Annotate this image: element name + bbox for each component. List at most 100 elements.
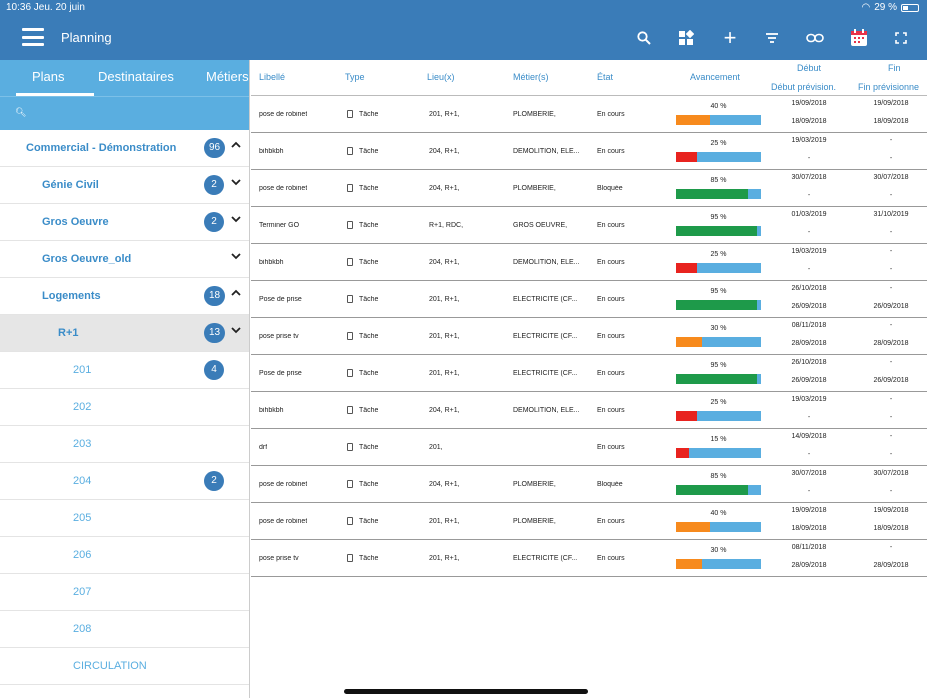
filter-icon[interactable] — [760, 26, 784, 50]
task-table: Libellé Type Lieu(x) Métier(s) État Avan… — [251, 60, 927, 698]
table-row[interactable]: pose prise tv Tâche 201, R+1, ELECTRICITE (… — [251, 540, 927, 577]
chevron-up-icon[interactable] — [231, 141, 241, 152]
tree-item[interactable]: Gros Oeuvre_old — [0, 241, 249, 278]
tree-item[interactable]: 208 — [0, 611, 249, 648]
date-debut: 26/10/2018 — [791, 285, 827, 292]
tree-item[interactable]: 201 4 — [0, 352, 249, 389]
tab-destinataires[interactable]: Destinataires — [98, 69, 174, 84]
date-fin-prevision: - — [889, 192, 893, 199]
cell-metier: PLOMBERIE, — [513, 185, 556, 192]
table-row[interactable]: bihbkbh Tâche 204, R+1, DEMOLITION, ELE... E… — [251, 133, 927, 170]
tree-item[interactable]: CIRCULATION — [0, 648, 249, 685]
progress-percent: 95 % — [710, 214, 727, 221]
cell-etat: En cours — [597, 296, 625, 303]
battery-icon — [901, 3, 919, 12]
date-debut: 08/11/2018 — [791, 544, 827, 551]
date-fin: - — [889, 359, 893, 366]
progress-fill — [676, 152, 698, 162]
header-etat[interactable]: État — [597, 72, 614, 82]
sidebar-tabs: Plans Destinataires Métiers — [0, 60, 249, 96]
add-icon[interactable]: + — [723, 25, 737, 50]
table-row[interactable]: pose prise tv Tâche 201, R+1, ELECTRICITE (… — [251, 318, 927, 355]
cell-lieu: 201, R+1, — [429, 111, 460, 118]
cell-metier: DEMOLITION, ELE... — [513, 148, 580, 155]
date-debut-prevision: - — [807, 414, 811, 421]
chevron-down-icon[interactable] — [231, 178, 241, 189]
cell-libelle: pose de robinet — [259, 185, 308, 192]
chevron-down-icon[interactable] — [231, 326, 241, 337]
wifi-icon: ◠ — [861, 2, 871, 13]
header-debut-prevision[interactable]: Début prévision. — [771, 82, 837, 92]
header-debut[interactable]: Début — [797, 63, 822, 73]
table-row[interactable]: pose de robinet Tâche 201, R+1, PLOMBERIE, E… — [251, 503, 927, 540]
header-fin-prevision[interactable]: Fin prévisionne — [858, 82, 920, 92]
cell-type: Tâche — [359, 555, 379, 562]
tree-item[interactable]: 205 — [0, 500, 249, 537]
tree-item[interactable]: Génie Civil 2 — [0, 167, 249, 204]
tab-plans[interactable]: Plans — [32, 69, 65, 84]
cell-libelle: drf — [259, 444, 268, 451]
tree-item[interactable]: 206 — [0, 537, 249, 574]
progress-bar — [676, 374, 761, 384]
search-bar[interactable]: 🔍︎ — [0, 96, 249, 130]
date-fin-prevision: - — [889, 488, 893, 495]
table-row[interactable]: pose de robinet Tâche 204, R+1, PLOMBERIE, B… — [251, 170, 927, 207]
table-row[interactable]: bihbkbh Tâche 204, R+1, DEMOLITION, ELE... E… — [251, 244, 927, 281]
header-fin[interactable]: Fin — [888, 63, 901, 73]
date-fin: - — [889, 322, 893, 329]
active-tab-indicator — [16, 93, 94, 96]
tree-item[interactable]: 203 — [0, 426, 249, 463]
cell-type: Tâche — [359, 333, 379, 340]
tree-item[interactable]: Logements 18 — [0, 278, 249, 315]
task-doc-icon — [347, 517, 353, 525]
tree-item-label: 204 — [73, 475, 92, 487]
date-debut-prevision: 26/09/2018 — [791, 303, 827, 310]
search-icon[interactable] — [632, 26, 656, 50]
tree-item[interactable]: Gros Oeuvre 2 — [0, 204, 249, 241]
tree-item[interactable]: R+1 13 — [0, 315, 249, 352]
table-row[interactable]: drf Tâche 201, En cours 15 % 14/09/2018 - - - — [251, 429, 927, 466]
progress-bar — [676, 337, 761, 347]
progress-fill — [676, 485, 749, 495]
header-lieu[interactable]: Lieu(x) — [427, 72, 455, 82]
tree-item[interactable]: 204 2 — [0, 463, 249, 500]
fullscreen-icon[interactable] — [889, 26, 913, 50]
table-row[interactable]: pose de robinet Tâche 201, R+1, PLOMBERIE, E… — [251, 96, 927, 133]
header-avancement[interactable]: Avancement — [690, 72, 740, 82]
menu-icon[interactable] — [22, 28, 44, 46]
chevron-down-icon[interactable] — [231, 252, 241, 263]
table-row[interactable]: Pose de prise Tâche 201, R+1, ELECTRICITE (… — [251, 281, 927, 318]
date-fin-prevision: 26/09/2018 — [873, 303, 909, 310]
date-debut: 01/03/2019 — [791, 211, 827, 218]
date-debut: 30/07/2018 — [791, 174, 827, 181]
grid-icon[interactable] — [674, 26, 698, 50]
table-row[interactable]: bihbkbh Tâche 204, R+1, DEMOLITION, ELE... E… — [251, 392, 927, 429]
progress-percent: 30 % — [710, 547, 727, 554]
tree-item[interactable]: 202 — [0, 389, 249, 426]
header-libelle[interactable]: Libellé — [259, 72, 286, 82]
table-row[interactable]: Pose de prise Tâche 201, R+1, ELECTRICITE (… — [251, 355, 927, 392]
cell-metier: PLOMBERIE, — [513, 518, 556, 525]
cell-libelle: bihbkbh — [259, 259, 284, 266]
date-debut-prevision: 18/09/2018 — [791, 118, 827, 125]
calendar-icon[interactable] — [847, 26, 871, 50]
header-metier[interactable]: Métier(s) — [513, 72, 549, 82]
header-type[interactable]: Type — [345, 72, 365, 82]
cell-metier: ELECTRICITE (CF... — [513, 296, 578, 303]
tab-metiers[interactable]: Métiers — [206, 69, 249, 84]
tree-item[interactable]: Commercial - Démonstration 96 — [0, 130, 249, 167]
count-badge: 13 — [204, 323, 226, 343]
tree-item-label: CIRCULATION — [73, 660, 147, 672]
progress-bar — [676, 485, 761, 495]
tree-item-label: 207 — [73, 586, 92, 598]
tree-item-label: R+1 — [58, 327, 79, 339]
link-icon[interactable] — [803, 26, 827, 50]
cell-type: Tâche — [359, 185, 379, 192]
chevron-down-icon[interactable] — [231, 215, 241, 226]
table-header: Libellé Type Lieu(x) Métier(s) État Avan… — [251, 60, 927, 96]
table-row[interactable]: pose de robinet Tâche 204, R+1, PLOMBERIE, B… — [251, 466, 927, 503]
page-title: Planning — [61, 30, 112, 45]
chevron-up-icon[interactable] — [231, 289, 241, 300]
tree-item[interactable]: 207 — [0, 574, 249, 611]
table-row[interactable]: Terminer GO Tâche R+1, RDC, GROS OEUVRE, En … — [251, 207, 927, 244]
